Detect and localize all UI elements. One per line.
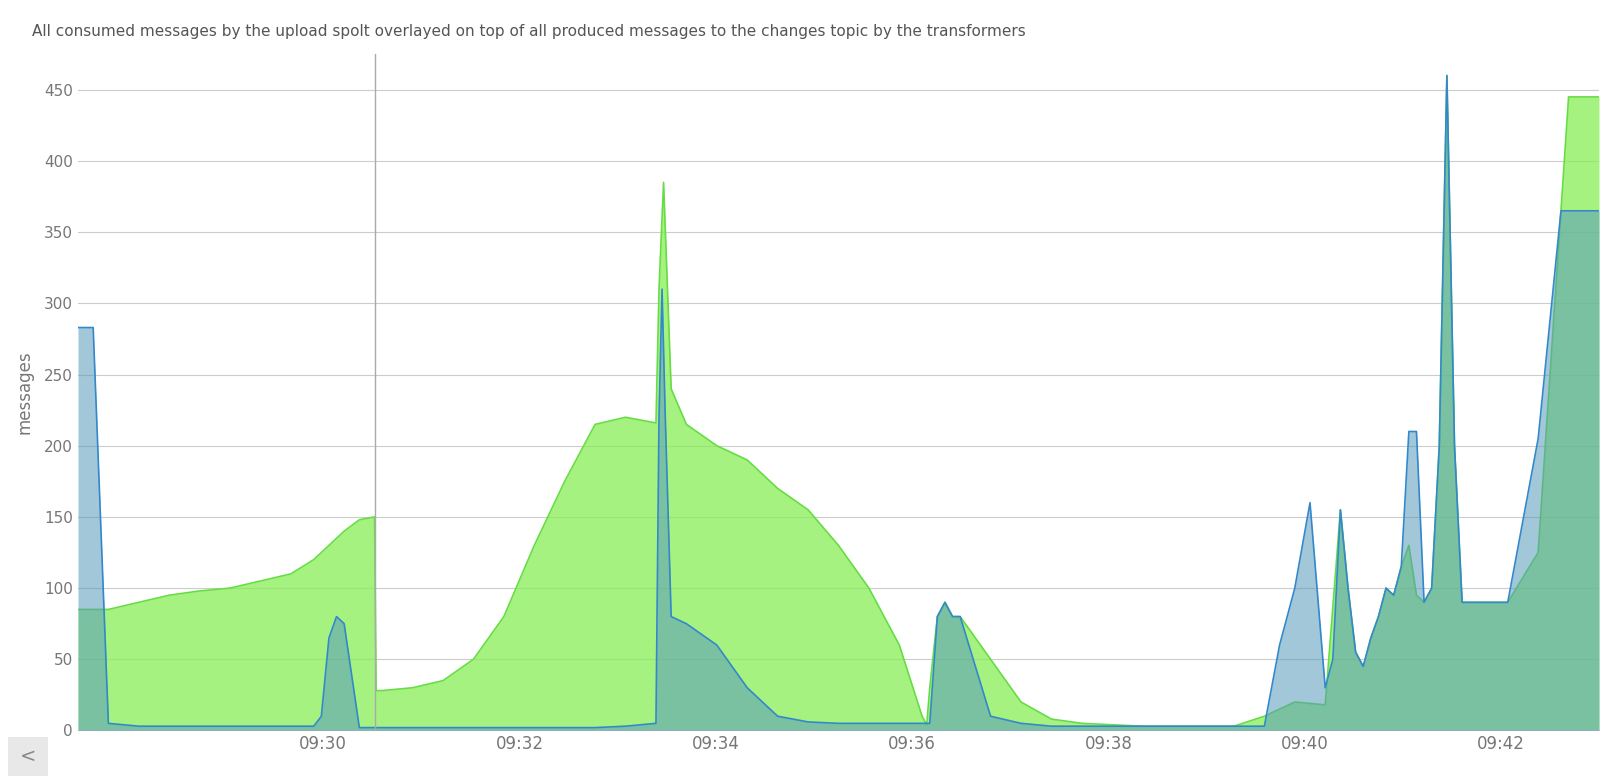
Text: All consumed messages by the upload spolt overlayed on top of all produced messa: All consumed messages by the upload spol… <box>32 24 1027 38</box>
Y-axis label: messages: messages <box>15 350 32 434</box>
Text: <: < <box>19 747 37 766</box>
